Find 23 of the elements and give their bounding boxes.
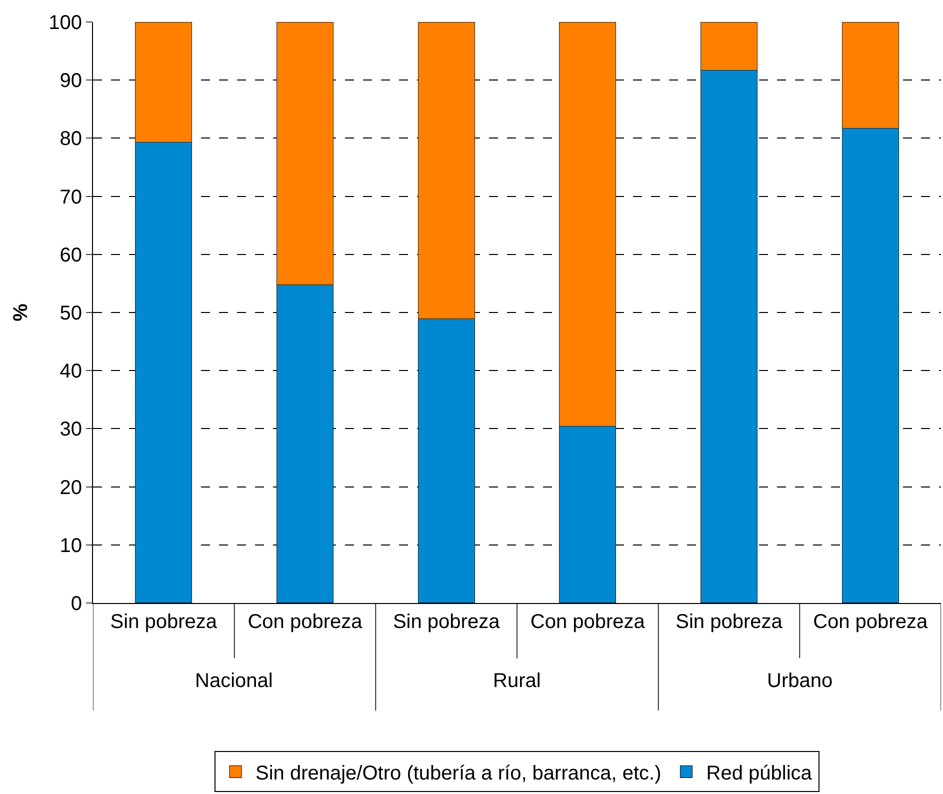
text: Nacional [195, 670, 273, 692]
y-tick-label: 60 [60, 244, 82, 266]
x-tick-label: Con pobreza [248, 611, 364, 633]
x-tick-label: Sin pobreza [676, 611, 784, 633]
text: Rural [493, 670, 541, 692]
y-tick-label: 70 [60, 186, 82, 208]
y-tick-label: 40 [60, 360, 82, 383]
x-tick-label: Sin pobreza [110, 611, 218, 633]
y-tick-label: 30 [60, 418, 82, 441]
y-axis-title: % [10, 303, 32, 322]
x-tick-label: Con pobreza [530, 611, 646, 633]
x-tick-label: Con pobreza [813, 611, 928, 633]
y-tick-label: 90 [60, 70, 82, 92]
y-tick-label: 10 [60, 534, 82, 557]
legend-label: Sin drenaje/Otro (tubería a río, barranca, etc.) [256, 762, 662, 784]
y-tick-label: 100 [48, 12, 82, 34]
y-tick-label: 80 [60, 128, 82, 150]
x-tick-label: Sin pobreza [392, 611, 501, 633]
y-tick-label: 0 [70, 593, 82, 615]
y-tick-label: 20 [60, 476, 82, 499]
legend-label: Red pública [706, 762, 813, 784]
y-tick-label: 50 [60, 302, 82, 324]
text: Urbano [767, 670, 833, 692]
